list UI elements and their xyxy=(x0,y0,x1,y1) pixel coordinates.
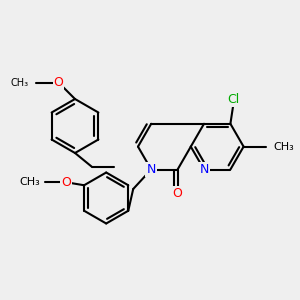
Text: O: O xyxy=(173,187,182,200)
Text: N: N xyxy=(146,163,156,176)
Text: N: N xyxy=(199,163,209,176)
Text: Cl: Cl xyxy=(227,93,239,106)
Text: CH₃: CH₃ xyxy=(274,142,294,152)
Text: CH₃: CH₃ xyxy=(11,77,28,88)
Text: CH₃: CH₃ xyxy=(20,177,40,187)
Text: O: O xyxy=(61,176,71,189)
Text: O: O xyxy=(54,76,63,89)
